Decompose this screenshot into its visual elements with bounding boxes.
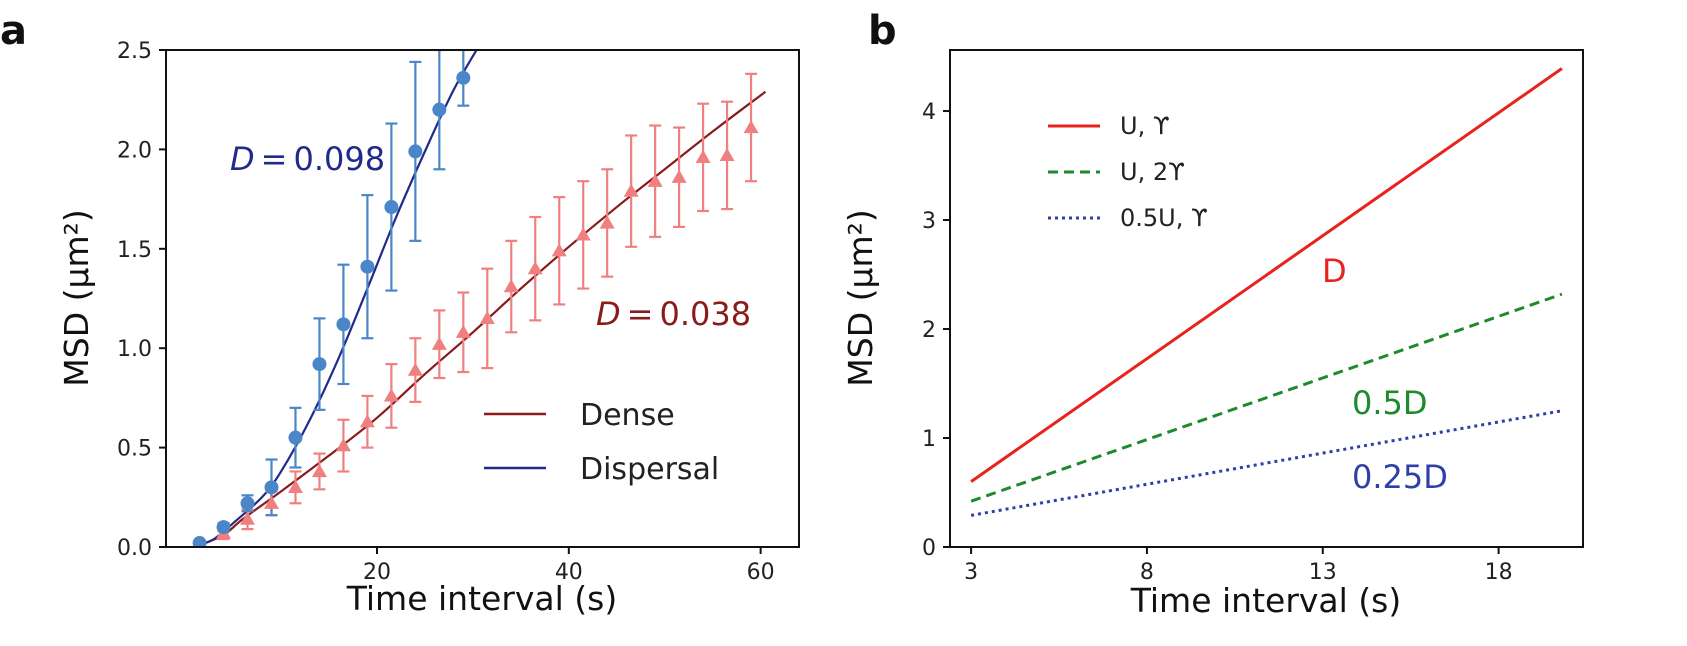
dense-point xyxy=(359,414,375,428)
dense-point xyxy=(671,169,687,183)
panel-b-letter: b xyxy=(868,8,897,54)
panel-b-xtick-label: 3 xyxy=(964,560,978,585)
dense-point xyxy=(719,147,735,161)
panel-b-plot-frame xyxy=(949,49,1584,548)
dispersal-point xyxy=(432,102,447,117)
panel-b-ytick-label: 1 xyxy=(922,427,936,452)
panel-b-legend: U, ϒ U, 2ϒ 0.5U, ϒ xyxy=(1048,112,1208,232)
dispersal-point xyxy=(408,144,423,159)
panel-a-ytick-label: 2.5 xyxy=(117,39,152,64)
panel-a-xtick-label: 40 xyxy=(555,560,583,585)
dispersal-point xyxy=(456,70,471,85)
dispersal-point xyxy=(264,480,279,495)
dense-point xyxy=(599,215,615,229)
dense-point xyxy=(240,511,256,525)
panel-a-xlabel: Time interval (s) xyxy=(346,579,618,618)
panel-b-xlabel: Time interval (s) xyxy=(1130,581,1402,620)
dense-annotation: D = 0.038 xyxy=(596,295,751,333)
panel-b-xtick-label: 18 xyxy=(1485,560,1513,585)
dispersal-point xyxy=(288,430,303,445)
dense-point xyxy=(695,149,711,163)
panel-a-ytick-label: 1.0 xyxy=(117,337,152,362)
line-U-2gamma xyxy=(970,292,1563,503)
panel-a-xtick-label: 60 xyxy=(747,560,775,585)
panel-a-plot-frame xyxy=(165,49,800,548)
dense-annotation-value: 0.038 xyxy=(659,295,751,333)
dense-point xyxy=(623,183,639,197)
panel-a-ytick-label: 1.5 xyxy=(117,238,152,263)
line-label-D: D xyxy=(1322,252,1347,290)
panel-a-ytick-label: 0.5 xyxy=(117,437,152,462)
panel-a-legend: Dense Dispersal xyxy=(484,398,719,487)
dense-point xyxy=(431,336,447,350)
panel-b-xtick-label: 8 xyxy=(1140,560,1154,585)
panel-b-ytick-label: 2 xyxy=(922,318,936,343)
dispersal-point xyxy=(192,536,207,547)
line-05U-gamma xyxy=(970,409,1563,517)
dispersal-point xyxy=(384,200,399,215)
dense-point xyxy=(287,479,303,493)
panel-b-xtick-label: 13 xyxy=(1309,560,1337,585)
dispersal-fit-curve xyxy=(199,50,478,547)
legend-05U-gamma-label: 0.5U, ϒ xyxy=(1120,204,1208,232)
panel-b-ytick-label: 4 xyxy=(922,100,936,125)
panel-a-ytick-label: 0.0 xyxy=(117,536,152,561)
legend-U-2gamma-label: U, 2ϒ xyxy=(1120,158,1185,186)
legend-dispersal-label: Dispersal xyxy=(580,452,719,487)
dense-point xyxy=(479,310,495,325)
dense-point xyxy=(743,120,759,134)
line-U-gamma xyxy=(970,67,1563,483)
dense-point xyxy=(551,243,567,257)
dense-point xyxy=(335,438,351,452)
line-label-0.25D: 0.25D xyxy=(1352,458,1448,496)
panel-b-ylabel: MSD (μm²) xyxy=(841,209,880,386)
dispersal-point xyxy=(240,496,255,511)
dense-point xyxy=(503,279,519,293)
dense-point xyxy=(455,324,471,338)
dispersal-point xyxy=(216,520,231,535)
panel-a-ylabel: MSD (μm²) xyxy=(57,209,96,386)
dense-annotation-eq: = xyxy=(627,295,654,333)
dispersal-annotation-var: D xyxy=(230,140,255,178)
dense-point xyxy=(311,463,327,478)
panel-a-ytick-label: 2.0 xyxy=(117,138,152,163)
dispersal-point xyxy=(360,259,375,274)
dense-point xyxy=(383,388,399,402)
legend-U-gamma-label: U, ϒ xyxy=(1120,112,1170,140)
panel-a-xtick-label: 20 xyxy=(363,560,391,585)
dispersal-point xyxy=(312,357,327,372)
dispersal-annotation-value: 0.098 xyxy=(293,140,385,178)
dispersal-point xyxy=(336,317,351,332)
line-label-0.5D: 0.5D xyxy=(1352,384,1428,422)
dense-point xyxy=(575,227,591,241)
panel-a-letter: a xyxy=(0,8,27,54)
dispersal-annotation-eq: = xyxy=(261,140,288,178)
panel-b-ytick-label: 3 xyxy=(922,209,936,234)
dense-point xyxy=(407,362,423,376)
panel-b-chart: 3 8 13 18 0 1 2 3 4 D 0.5D 0.25D U, ϒ U, 2ϒ 0.5U… xyxy=(841,49,1584,620)
dense-point xyxy=(527,261,543,275)
panel-b-ytick-label: 0 xyxy=(922,536,936,561)
dense-point xyxy=(264,495,279,509)
dense-annotation-var: D xyxy=(596,295,621,333)
dispersal-annotation: D = 0.098 xyxy=(230,140,385,178)
legend-dense-label: Dense xyxy=(580,398,675,433)
dense-point xyxy=(647,173,663,187)
panel-a-chart: 20 40 600.00.51.01.52.02.5 D = 0.098 D = 0.038… xyxy=(57,39,800,618)
